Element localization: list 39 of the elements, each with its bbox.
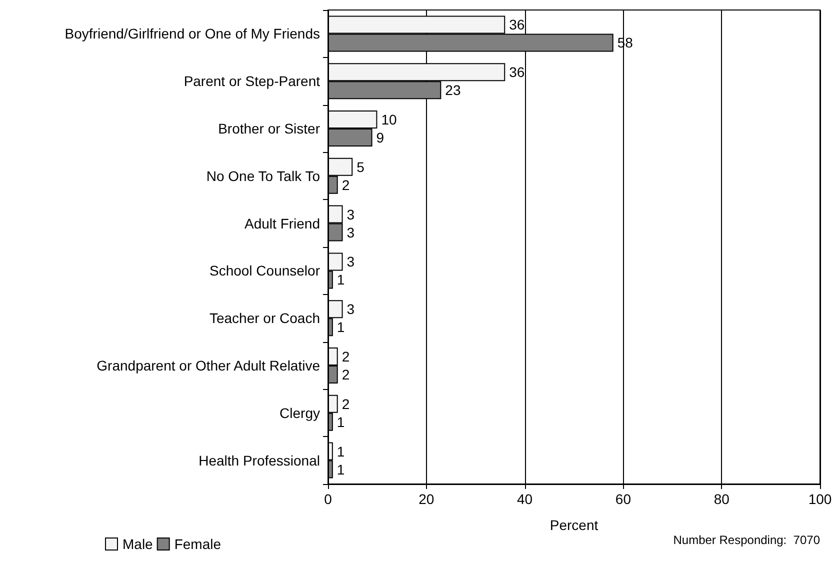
data-label: 1	[336, 414, 345, 430]
data-label: 3	[346, 206, 355, 222]
data-label: 1	[336, 319, 345, 336]
y-tick-label: Boyfriend/Girlfriend or One of My Friends	[64, 26, 320, 42]
y-tick-label: Teacher or Coach	[209, 310, 320, 326]
data-label: 9	[376, 130, 384, 146]
data-label: 1	[336, 443, 345, 460]
x-axis-title: Percent	[550, 517, 598, 533]
data-label: 10	[381, 112, 397, 128]
y-tick-label: School Counselor	[209, 262, 320, 279]
x-tick-label: 20	[418, 491, 434, 507]
data-label: 2	[342, 366, 350, 382]
data-label: 1	[336, 461, 345, 478]
x-tick-label: 60	[615, 491, 632, 507]
y-tick-label: Health Professional	[198, 452, 320, 468]
x-tick-label: 0	[324, 491, 332, 507]
y-tick-label: No One To Talk To	[206, 168, 320, 184]
data-label: 3	[346, 254, 355, 270]
x-tick-label: 40	[517, 491, 533, 507]
y-tick-label: Adult Friend	[244, 215, 320, 232]
data-label: 36	[509, 16, 525, 33]
data-label: 2	[342, 348, 350, 364]
legend-label: Male	[122, 536, 154, 552]
x-tick-label: 100	[808, 491, 832, 507]
y-tick-label: Parent or Step-Parent	[184, 73, 320, 90]
data-label: 3	[346, 224, 355, 240]
y-tick-label: Clergy	[280, 404, 320, 421]
data-label: 5	[356, 158, 365, 175]
data-label: 36	[509, 64, 525, 80]
data-label: 2	[342, 176, 350, 193]
data-label: 3	[346, 301, 355, 318]
y-tick-label: Brother or Sister	[218, 120, 320, 136]
y-tick-label: Grandparent or Other Adult Relative	[96, 358, 320, 374]
data-label: 1	[336, 272, 345, 288]
text: Number Responding: 7070	[673, 533, 820, 547]
legend-label: Female	[174, 536, 222, 552]
data-label: 23	[445, 82, 461, 98]
x-tick-label: 80	[714, 491, 730, 507]
data-label: 2	[342, 396, 350, 412]
